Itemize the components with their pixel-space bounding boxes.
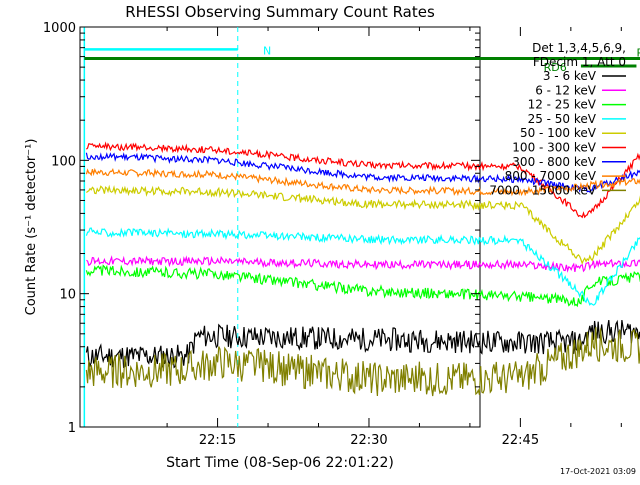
x-tick-label: 22:45: [502, 433, 539, 448]
y-tick-label: 1000: [43, 21, 76, 36]
x-tick-label: 22:15: [199, 433, 236, 448]
series-line: [85, 319, 640, 369]
annotation-label: RD6: [544, 61, 567, 74]
x-axis-label: Start Time (08-Sep-06 22:01:22): [166, 455, 394, 471]
legend-header-line-1: Det 1,3,4,5,6,9,: [532, 41, 626, 55]
legend-entry-label: 3 - 6 keV: [543, 69, 597, 83]
legend: Det 1,3,4,5,6,9, FDecim 1, Att 0 3 - 6 k…: [489, 41, 626, 197]
annotation-label: RD9: [636, 47, 640, 60]
legend-entry-label: 7000 - 15000 keV: [489, 183, 596, 197]
legend-header-line-2: FDecim 1, Att 0: [533, 55, 626, 69]
plot-frame: [79, 26, 481, 428]
legend-entry-label: 800 - 7000 keV: [505, 169, 597, 183]
annotation-label: N: [263, 44, 271, 57]
plot-area: [79, 26, 481, 428]
legend-entry-label: 25 - 50 keV: [528, 112, 597, 126]
x-tick-label: 22:30: [350, 433, 387, 448]
legend-entry-label: 12 - 25 keV: [528, 98, 597, 112]
series-line: [85, 264, 640, 308]
y-tick-label: 10: [59, 288, 76, 303]
y-axis-label: Count Rate (s⁻¹ detector⁻¹): [24, 139, 39, 316]
series-line: [85, 184, 640, 265]
legend-entry-label: 50 - 100 keV: [520, 126, 597, 140]
legend-entry-label: 6 - 12 keV: [535, 83, 597, 97]
series-line: [85, 141, 640, 219]
annotations: NRD9RD6S: [263, 44, 640, 74]
series-line: [85, 152, 640, 193]
instrument-state-bands: [83, 27, 640, 427]
y-axis: 1 10 100 1000: [43, 21, 480, 436]
y-tick-label: 1: [68, 421, 76, 436]
legend-entry-label: 100 - 300 keV: [512, 141, 596, 155]
chart-title: RHESSI Observing Summary Count Rates: [125, 3, 435, 21]
legend-entry-label: 300 - 800 keV: [512, 155, 596, 169]
series-line: [85, 167, 640, 197]
series-line: [85, 227, 640, 306]
y-tick-label: 100: [51, 154, 76, 169]
footer-date: 17-Oct-2021 03:09: [560, 467, 636, 476]
series-line: [85, 327, 640, 397]
series-layer: [85, 141, 640, 397]
series-line: [86, 255, 640, 273]
